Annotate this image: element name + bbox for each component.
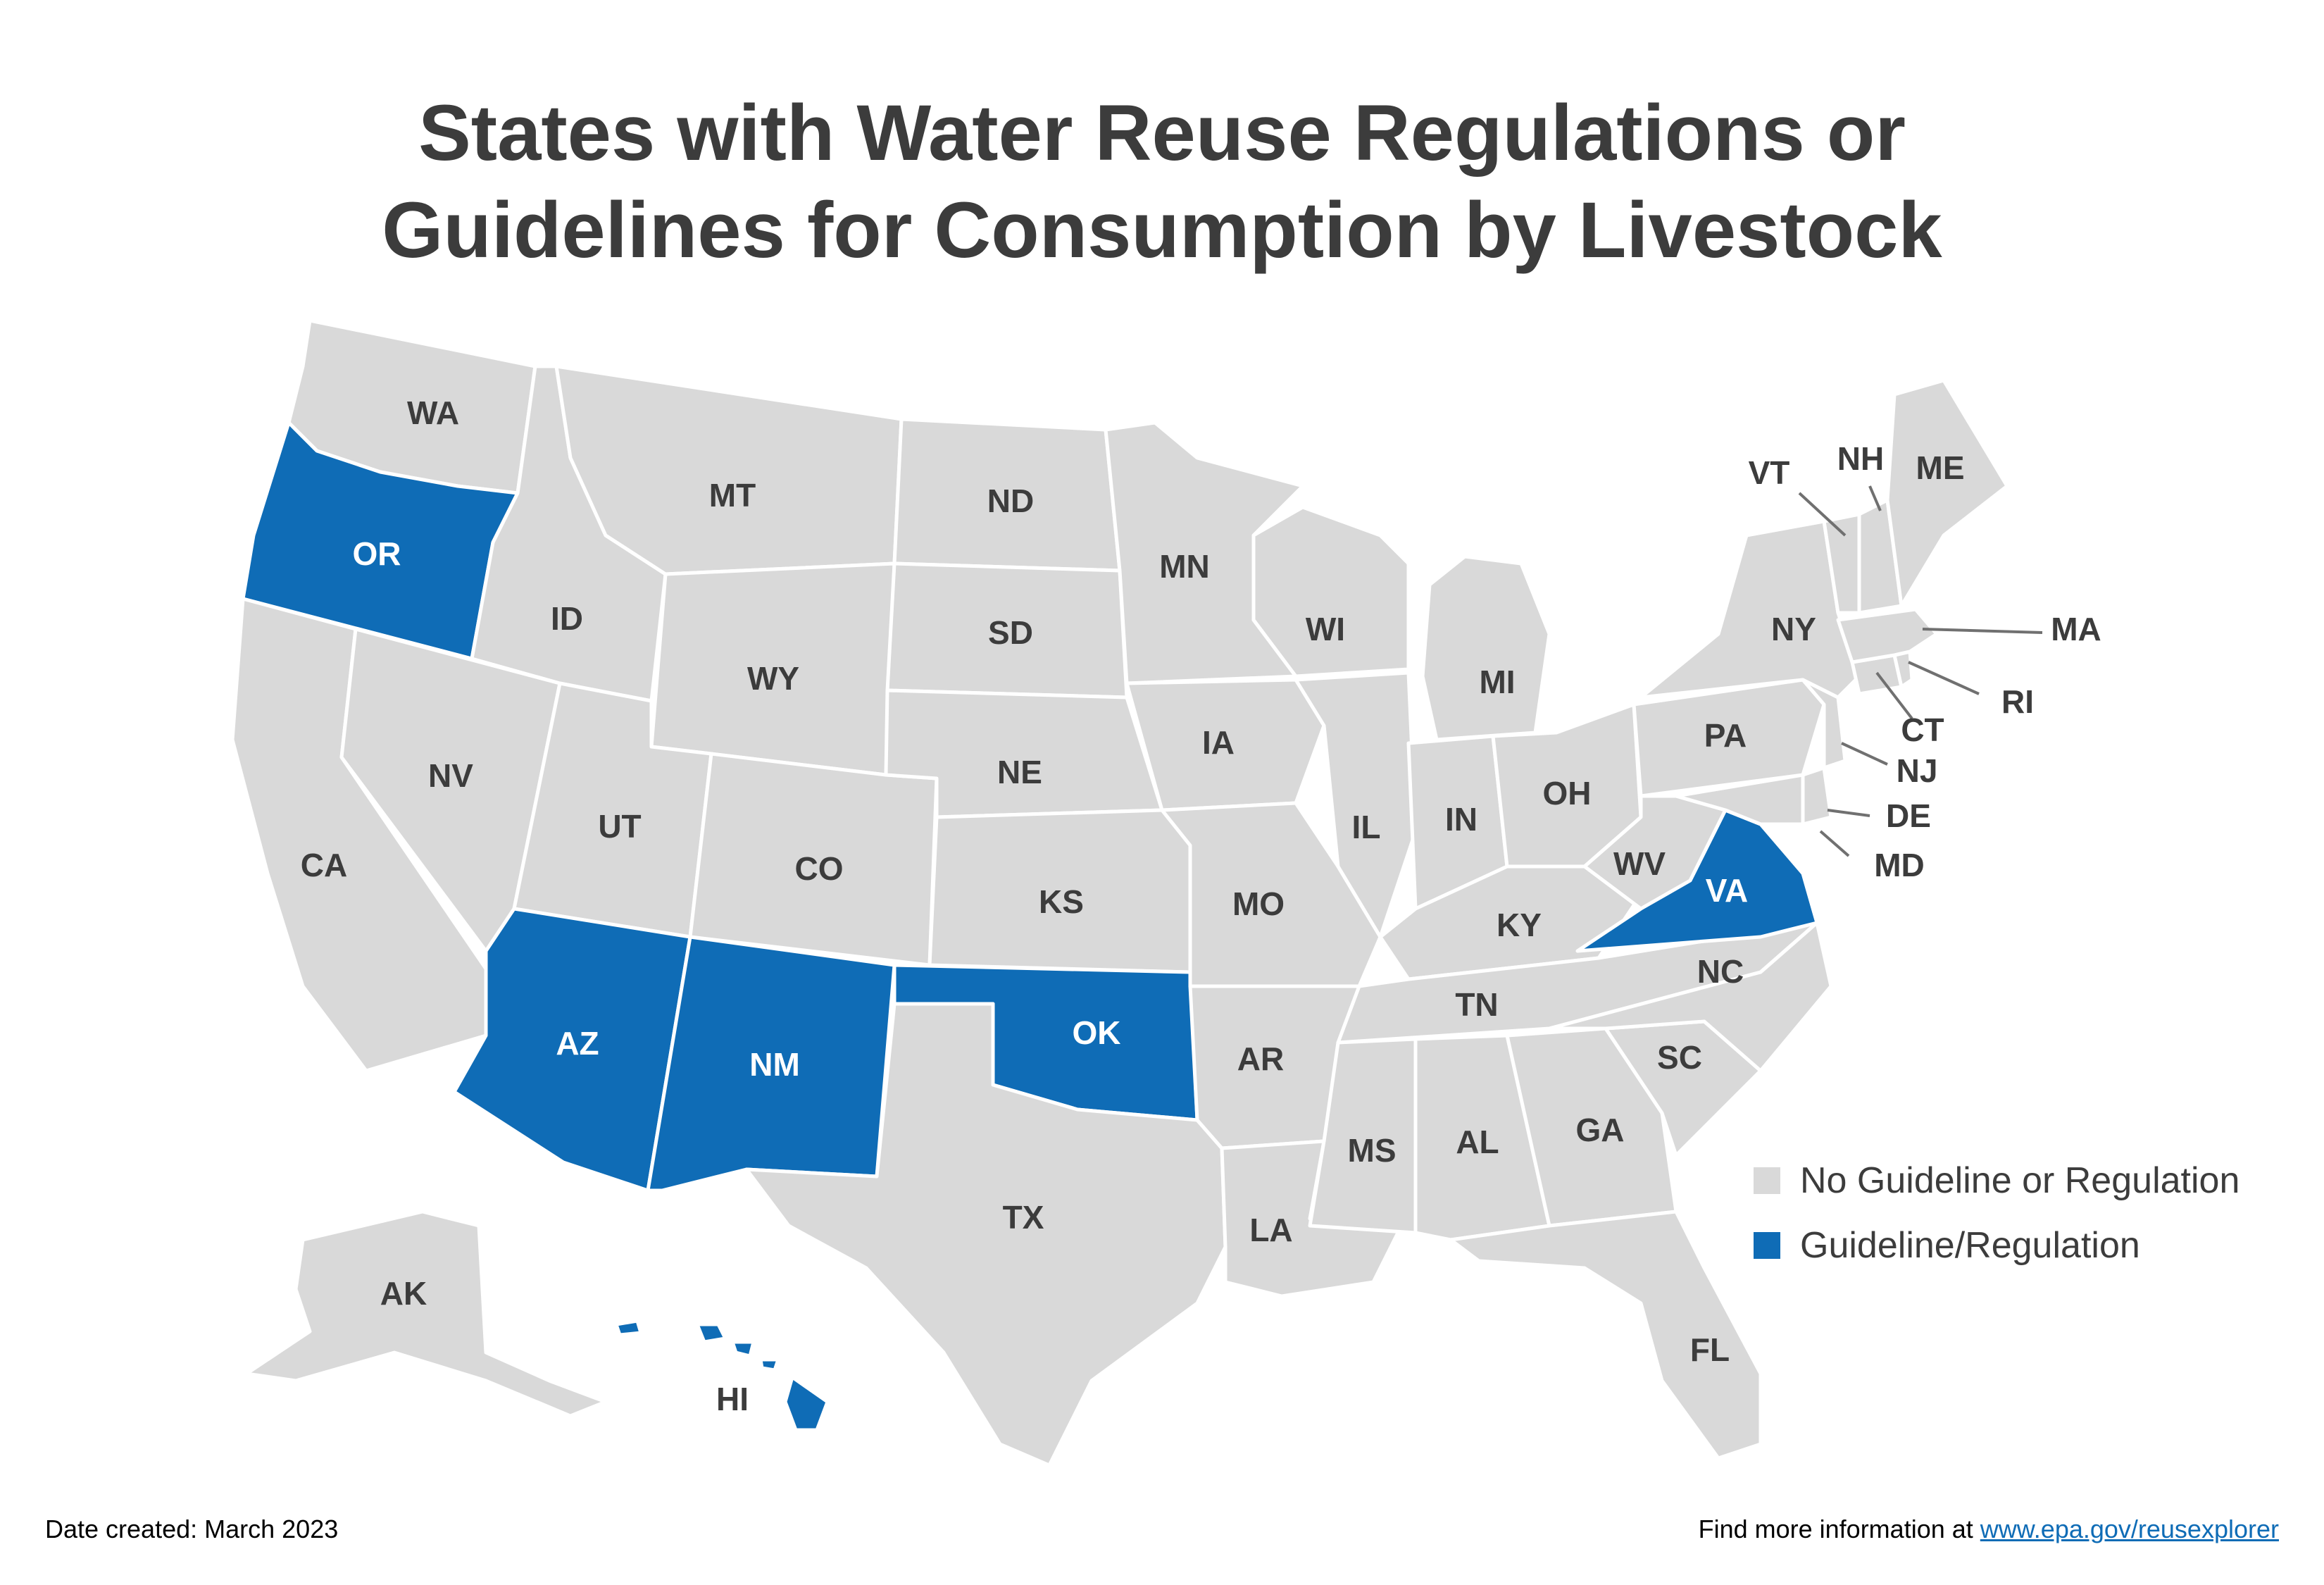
- date-created: Date created: March 2023: [45, 1515, 339, 1543]
- label-AK: AK: [380, 1275, 427, 1312]
- title-line-1: States with Water Reuse Regulations or: [418, 89, 1906, 177]
- label-WY: WY: [747, 660, 799, 697]
- label-PA: PA: [1704, 717, 1747, 754]
- legend-swatch-blue: [1754, 1232, 1780, 1259]
- state-TX: [744, 1002, 1227, 1467]
- reusexplorer-link[interactable]: www.epa.gov/reusexplorer: [1980, 1515, 2279, 1543]
- state-MI: [1420, 554, 1551, 742]
- label-IL: IL: [1352, 809, 1381, 845]
- label-NC: NC: [1697, 953, 1744, 990]
- label-SD: SD: [988, 614, 1033, 651]
- label-OR: OR: [353, 535, 401, 572]
- label-NE: NE: [997, 754, 1042, 790]
- label-FL: FL: [1690, 1331, 1730, 1368]
- label-UT: UT: [598, 808, 641, 845]
- label-MD: MD: [1874, 847, 1925, 883]
- label-CO: CO: [795, 850, 844, 887]
- label-AR: AR: [1237, 1040, 1284, 1077]
- label-MS: MS: [1348, 1132, 1397, 1169]
- label-AL: AL: [1456, 1124, 1499, 1160]
- label-KS: KS: [1039, 883, 1084, 920]
- label-HI: HI: [716, 1381, 749, 1417]
- label-MI: MI: [1479, 664, 1515, 700]
- label-TN: TN: [1455, 986, 1498, 1023]
- label-IA: IA: [1202, 724, 1235, 761]
- legend-item-no-guideline: No Guideline or Regulation: [1754, 1148, 2239, 1213]
- label-TX: TX: [1003, 1199, 1044, 1236]
- legend-label: No Guideline or Regulation: [1800, 1160, 2240, 1201]
- label-ND: ND: [987, 483, 1034, 519]
- title-line-2: Guidelines for Consumption by Livestock: [382, 186, 1942, 274]
- label-GA: GA: [1576, 1112, 1625, 1148]
- label-WA: WA: [407, 394, 459, 431]
- label-VT: VT: [1749, 454, 1790, 491]
- label-DE: DE: [1886, 797, 1931, 834]
- state-MO: [1160, 801, 1382, 988]
- label-OK: OK: [1073, 1014, 1121, 1051]
- label-MN: MN: [1159, 548, 1210, 585]
- legend-item-guideline: Guideline/Regulation: [1754, 1213, 2239, 1278]
- label-ID: ID: [551, 600, 583, 637]
- state-HI: [614, 1319, 830, 1432]
- legend: No Guideline or Regulation Guideline/Reg…: [1754, 1148, 2239, 1278]
- leader-lines: [1798, 485, 2043, 857]
- label-MT: MT: [709, 477, 756, 514]
- label-SC: SC: [1657, 1039, 1702, 1076]
- label-CT: CT: [1901, 711, 1944, 748]
- label-ME: ME: [1916, 449, 1965, 486]
- state-NC: [1547, 921, 1833, 1073]
- label-MO: MO: [1232, 885, 1285, 922]
- label-NM: NM: [749, 1046, 800, 1083]
- label-WI: WI: [1306, 611, 1345, 647]
- label-OH: OH: [1543, 775, 1592, 812]
- info-prefix: Find more information at: [1698, 1515, 1973, 1543]
- label-KY: KY: [1497, 907, 1542, 943]
- state-WI: [1251, 505, 1411, 678]
- label-MA: MA: [2051, 611, 2101, 647]
- state-MS: [1308, 1037, 1418, 1235]
- label-NV: NV: [428, 757, 473, 794]
- state-MA: [1836, 607, 1939, 664]
- state-FL: [1449, 1210, 1763, 1460]
- label-NH: NH: [1837, 440, 1884, 477]
- label-IN: IN: [1445, 801, 1478, 838]
- label-VA: VA: [1706, 872, 1749, 909]
- state-labels: WA OR CA NV ID MT WY UT CO AZ NM ND SD N…: [301, 394, 2101, 1417]
- state-DE: [1801, 766, 1833, 826]
- label-NY: NY: [1771, 611, 1816, 647]
- legend-swatch-gray: [1754, 1167, 1780, 1194]
- label-RI: RI: [2001, 683, 2034, 720]
- legend-label: Guideline/Regulation: [1800, 1225, 2140, 1266]
- state-IA: [1125, 678, 1326, 812]
- state-AK: [244, 1210, 608, 1418]
- label-CA: CA: [301, 847, 347, 883]
- label-NJ: NJ: [1897, 752, 1938, 789]
- footer-info: Find more information at www.epa.gov/reu…: [1699, 1515, 2279, 1544]
- label-LA: LA: [1249, 1212, 1292, 1248]
- map-title: States with Water Reuse Regulations or G…: [0, 85, 2324, 279]
- state-ME: [1885, 378, 2009, 608]
- label-AZ: AZ: [556, 1025, 599, 1062]
- label-WV: WV: [1613, 845, 1666, 882]
